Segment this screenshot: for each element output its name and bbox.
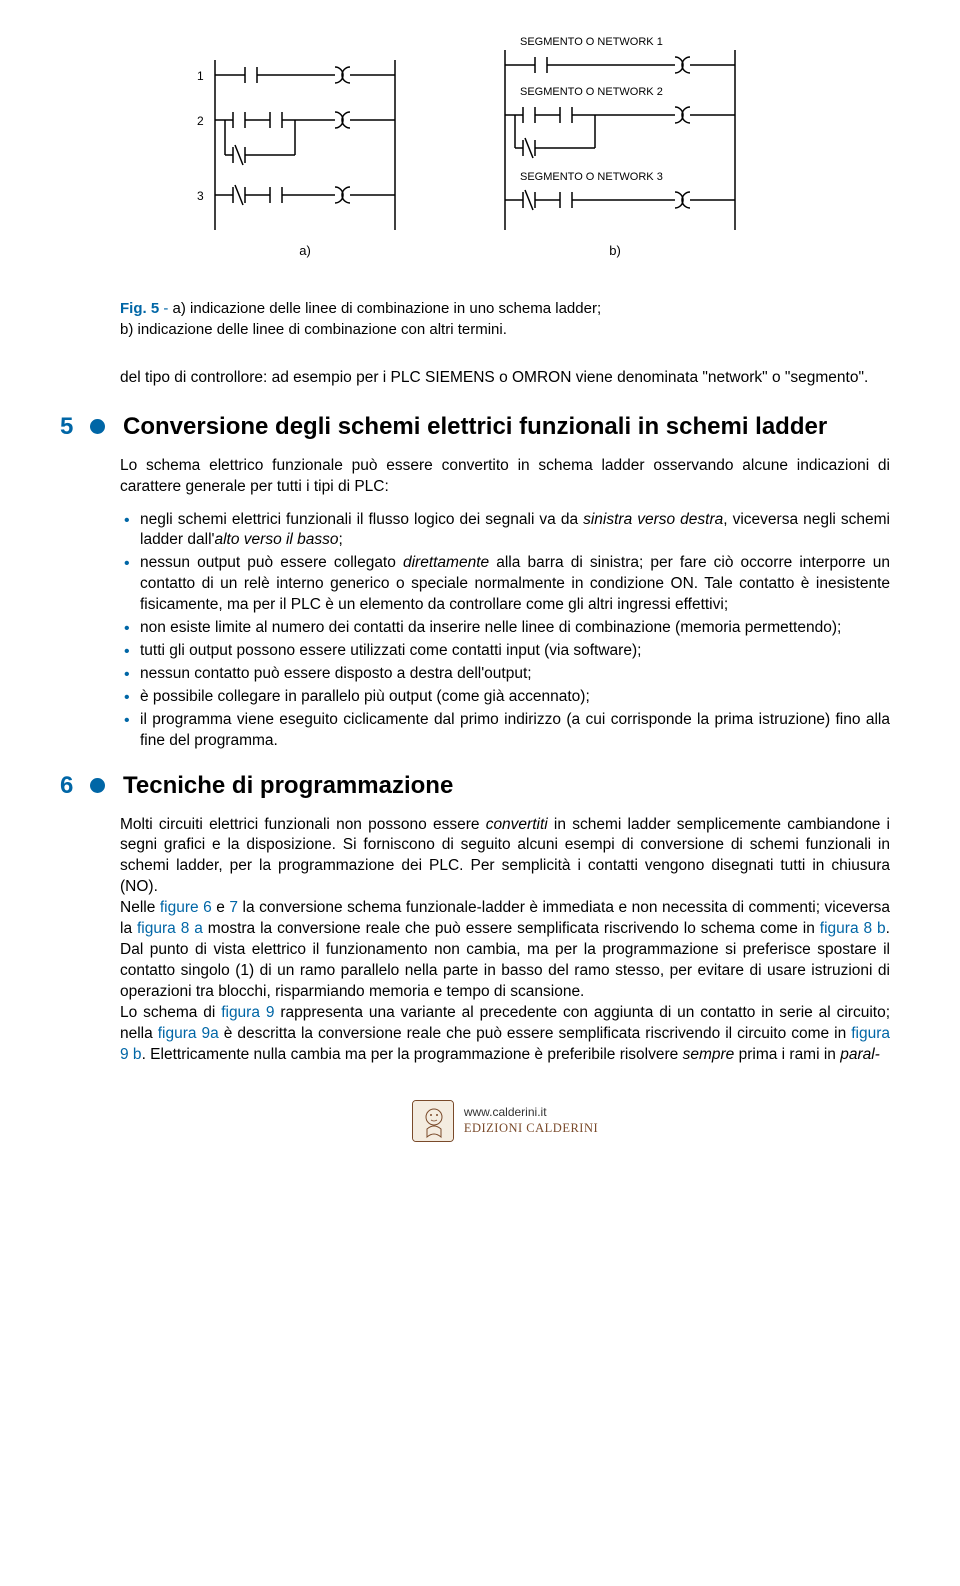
list-item: è possibile collegare in parallelo più o…	[120, 687, 890, 708]
footer-publisher: EDIZIONI CALDERINI	[464, 1120, 598, 1137]
list-item: non esiste limite al numero dei contatti…	[120, 618, 890, 639]
section-6-number: 6	[60, 772, 90, 800]
list-item: tutti gli output possono essere utilizza…	[120, 641, 890, 662]
footer-text: www.calderini.it EDIZIONI CALDERINI	[464, 1104, 598, 1137]
publisher-logo	[412, 1100, 454, 1142]
section-6-heading: 6 Tecniche di programmazione	[60, 772, 890, 801]
section-6-title: Tecniche di programmazione	[123, 772, 453, 801]
rung-label-1: 1	[197, 69, 204, 83]
figure-label: Fig. 5	[120, 300, 159, 317]
footer-url: www.calderini.it	[464, 1104, 598, 1120]
list-item: nessun output può essere collegato diret…	[120, 553, 890, 616]
figure-caption: Fig. 5 - a) indicazione delle linee di c…	[120, 298, 890, 340]
section-5: 5 Conversione degli schemi elettrici fun…	[120, 413, 890, 752]
section-bullet-icon	[90, 419, 105, 434]
segment-title-3: SEGMENTO O NETWORK 3	[520, 171, 663, 183]
section-bullet-icon	[90, 778, 105, 793]
segment-title-2: SEGMENTO O NETWORK 2	[520, 86, 663, 98]
diagram-left-sublabel: a)	[299, 243, 311, 258]
segment-title-1: SEGMENTO O NETWORK 1	[520, 36, 663, 48]
caption-dash: -	[159, 300, 172, 317]
page-footer: www.calderini.it EDIZIONI CALDERINI	[120, 1100, 890, 1147]
ladder-diagram: 1 2	[60, 30, 890, 280]
list-item: nessun contatto può essere disposto a de…	[120, 664, 890, 685]
section-5-intro: Lo schema elettrico funzionale può esser…	[120, 456, 890, 498]
rung-label-3: 3	[197, 189, 204, 203]
section-5-list: negli schemi elettrici funzionali il flu…	[120, 510, 890, 752]
section-6-body: Molti circuiti elettrici funzionali non …	[120, 815, 890, 1066]
list-item: il programma viene eseguito ciclicamente…	[120, 710, 890, 752]
caption-text-b: b) indicazione delle linee di combinazio…	[120, 321, 507, 338]
rung-label-2: 2	[197, 114, 204, 128]
body-paragraph-1: del tipo di controllore: ad esempio per …	[120, 368, 890, 389]
section-5-heading: 5 Conversione degli schemi elettrici fun…	[60, 413, 890, 442]
section-5-title: Conversione degli schemi elettrici funzi…	[123, 413, 827, 442]
section-6: 6 Tecniche di programmazione Molti circu…	[120, 772, 890, 1066]
section-5-number: 5	[60, 413, 90, 441]
list-item: negli schemi elettrici funzionali il flu…	[120, 510, 890, 552]
caption-text-a: a) indicazione delle linee di combinazio…	[173, 300, 602, 317]
diagram-right-sublabel: b)	[609, 243, 621, 258]
